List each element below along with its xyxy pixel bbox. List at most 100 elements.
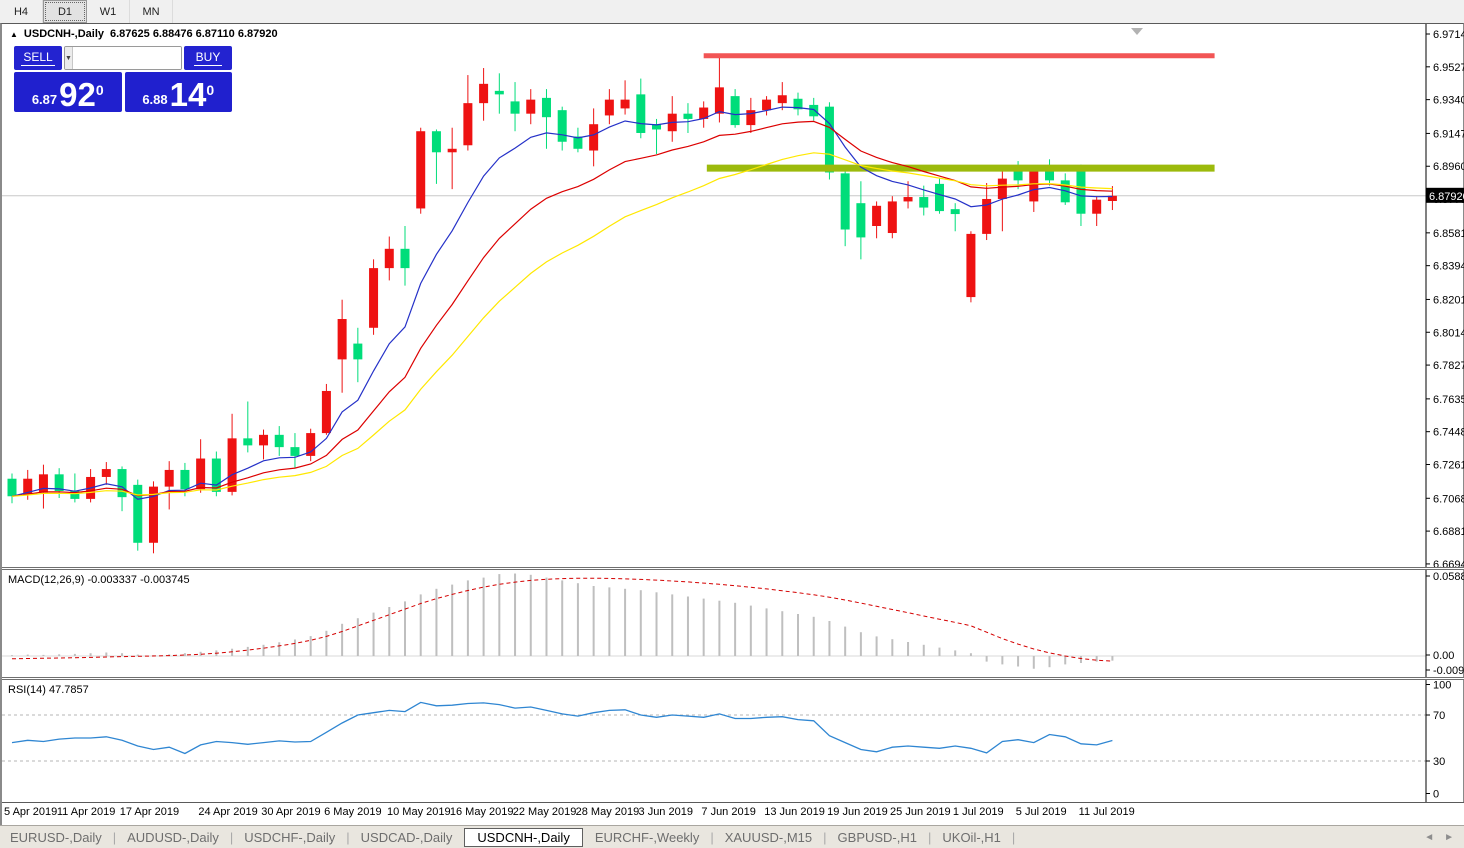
candle-16-may xyxy=(463,75,473,151)
macd-histogram-bar xyxy=(828,621,831,656)
date-axis[interactable]: 5 Apr 2019 11 Apr 2019 17 Apr 2019 24 Apr 2… xyxy=(2,802,1464,825)
tab-eurchf-weekly[interactable]: EURCHF-,Weekly xyxy=(594,830,700,845)
moving-average-ma-mid[interactable] xyxy=(11,120,1113,497)
macd-histogram-bar xyxy=(734,602,737,656)
tab-xauusd-m15[interactable]: XAUUSD-,M15 xyxy=(724,830,813,845)
macd-histogram-bar xyxy=(278,642,281,656)
moving-average-ma-slow[interactable] xyxy=(11,152,1113,497)
price-axis-label: 6.91475 xyxy=(1433,128,1464,140)
tab-scroll-left-icon[interactable]: ◄ xyxy=(1424,832,1435,843)
candle-3-may xyxy=(321,383,331,435)
candle-9-may xyxy=(384,236,394,281)
macd-histogram-bar xyxy=(765,608,768,656)
candle-22-may xyxy=(526,89,536,125)
candle-26-jun xyxy=(919,185,929,216)
tab-scroll-right-icon[interactable]: ► xyxy=(1444,832,1454,843)
candle-10-jun xyxy=(730,89,740,128)
candle-31-may xyxy=(636,78,646,139)
candle-24-apr xyxy=(211,451,221,497)
macd-histogram-bar xyxy=(529,574,532,656)
macd-histogram-bar xyxy=(954,650,957,656)
macd-histogram-bar xyxy=(875,636,878,656)
chart-shift-marker-icon[interactable] xyxy=(1131,28,1143,35)
macd-histogram-bar xyxy=(309,636,312,656)
candle-21-may xyxy=(510,82,520,132)
sell-price-button[interactable]: 6.87 92 0 xyxy=(14,72,122,112)
timeframe-button-w1[interactable]: W1 xyxy=(87,0,130,23)
macd-histogram-bar xyxy=(686,596,689,656)
buy-button[interactable]: BUY xyxy=(184,46,232,70)
volume-decrease-button[interactable]: ▼ xyxy=(65,47,73,69)
macd-histogram-bar xyxy=(576,583,579,656)
candle-11-apr xyxy=(70,473,80,503)
date-axis-label: 25 Jun 2019 xyxy=(890,806,951,818)
price-axis-label: 6.78275 xyxy=(1433,360,1464,372)
macd-indicator-label: MACD(12,26,9) -0.003337 -0.003745 xyxy=(8,574,190,586)
timeframe-button-h4[interactable]: H4 xyxy=(0,0,43,23)
chart-symbol-label: USDCNH-,Daily xyxy=(23,28,104,40)
candle-19-jun xyxy=(840,168,850,247)
candle-9-apr xyxy=(38,464,48,509)
tab-separator: | xyxy=(1011,830,1016,845)
candle-1-may xyxy=(290,433,300,469)
tab-usdcad-daily[interactable]: USDCAD-,Daily xyxy=(360,830,453,845)
macd-histogram-bar xyxy=(891,639,894,656)
macd-histogram-bar xyxy=(1064,656,1067,665)
collapse-triangle-icon[interactable]: ▲ xyxy=(10,29,18,39)
macd-histogram-bar xyxy=(372,612,375,656)
price-axis-label: 6.68815 xyxy=(1433,526,1464,538)
macd-histogram-bar xyxy=(718,600,721,656)
buy-price-pips: 14 xyxy=(169,76,207,113)
macd-histogram-bar xyxy=(325,630,328,656)
volume-input[interactable] xyxy=(72,47,181,69)
tab-usdchf-daily[interactable]: USDCHF-,Daily xyxy=(244,830,336,845)
macd-histogram-bar xyxy=(482,577,485,656)
macd-histogram-bar xyxy=(859,632,862,656)
timeframe-button-d1[interactable]: D1 xyxy=(43,0,87,23)
moving-average-ma-fast[interactable] xyxy=(11,106,1113,500)
date-axis-label: 28 May 2019 xyxy=(575,806,640,818)
candle-7-may xyxy=(353,327,363,383)
candle-5-apr xyxy=(7,473,17,504)
candle-26-apr xyxy=(243,401,253,453)
date-axis-label: 13 Jun 2019 xyxy=(764,806,825,818)
candle-9-jul xyxy=(1060,173,1070,205)
macd-histogram-bar xyxy=(293,639,296,656)
date-axis-label: 19 Jun 2019 xyxy=(827,806,888,818)
candle-29-may xyxy=(604,89,614,125)
candle-19-apr xyxy=(164,461,174,510)
tab-gbpusd-h1[interactable]: GBPUSD-,H1 xyxy=(837,830,917,845)
macd-histogram-bar xyxy=(514,573,517,656)
rsi-pane[interactable]: 100 70 30 0 RSI(14) 47.7857 xyxy=(2,680,1464,802)
buy-button-label: BUY xyxy=(193,50,223,66)
one-click-trade-panel: SELL ▼ ▲ BUY 6.87 92 0 6.88 xyxy=(14,46,232,112)
timeframe-button-mn[interactable]: MN xyxy=(130,0,173,23)
macd-histogram-bar xyxy=(356,618,359,656)
pane-divider[interactable] xyxy=(2,567,1464,570)
candle-24-jun xyxy=(887,196,897,239)
macd-histogram-bar xyxy=(11,655,13,657)
candle-6-jun xyxy=(699,101,709,128)
buy-price-button[interactable]: 6.88 14 0 xyxy=(124,72,232,113)
tab-ukoil-h1[interactable]: UKOil-,H1 xyxy=(942,830,1001,845)
macd-histogram-bar xyxy=(812,616,815,656)
sell-button[interactable]: SELL xyxy=(14,46,62,70)
candle-23-may xyxy=(541,89,551,149)
macd-pane[interactable]: 0.058851 0.00 -0.009116 MACD(12,26,9) -0.00… xyxy=(2,570,1464,677)
candle-2-may xyxy=(306,428,316,462)
price-chart-pane[interactable]: 6.971406.952706.934006.914756.896056.877… xyxy=(2,24,1464,567)
macd-histogram-bar xyxy=(1001,656,1004,665)
macd-histogram-bar xyxy=(451,584,454,656)
tab-audusd-daily[interactable]: AUDUSD-,Daily xyxy=(127,830,219,845)
tab-usdcnh-daily[interactable]: USDCNH-,Daily xyxy=(464,828,583,847)
pane-divider[interactable] xyxy=(2,677,1464,680)
chart-title: ▲ USDCNH-,Daily 6.87625 6.88476 6.87110 … xyxy=(10,28,278,40)
macd-histogram-bar xyxy=(561,580,564,656)
tab-eurusd-daily[interactable]: EURUSD-,Daily xyxy=(10,830,102,845)
candle-12-jul xyxy=(1107,186,1117,211)
macd-histogram-bar xyxy=(58,654,61,656)
macd-histogram-bar xyxy=(199,651,202,656)
macd-histogram-bar xyxy=(545,577,548,656)
rsi-axis-label: 30 xyxy=(1433,756,1445,768)
